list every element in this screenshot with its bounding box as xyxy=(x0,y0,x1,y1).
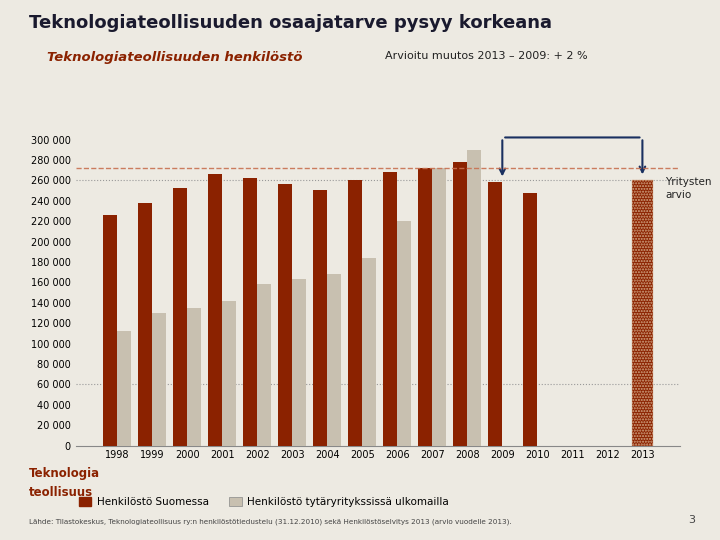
Text: Yritysten
arvio: Yritysten arvio xyxy=(665,177,711,200)
Text: Teknologiateollisuuden osaajatarve pysyy korkeana: Teknologiateollisuuden osaajatarve pysyy… xyxy=(29,14,552,31)
Bar xyxy=(383,172,397,446)
Bar xyxy=(348,180,362,446)
Bar xyxy=(327,274,341,446)
Bar xyxy=(103,215,117,446)
Bar xyxy=(632,180,653,446)
Bar xyxy=(117,331,131,445)
Bar xyxy=(292,279,306,446)
Bar xyxy=(208,174,222,446)
Bar xyxy=(432,168,446,446)
Bar xyxy=(138,202,152,446)
Bar xyxy=(257,285,271,446)
Text: Teknologiateollisuuden henkilöstö: Teknologiateollisuuden henkilöstö xyxy=(47,51,302,64)
Text: Arvioitu muutos 2013 – 2009: + 2 %: Arvioitu muutos 2013 – 2009: + 2 % xyxy=(385,51,588,62)
Bar xyxy=(313,191,327,446)
Text: teollisuus: teollisuus xyxy=(29,486,93,499)
Text: 3: 3 xyxy=(688,515,695,525)
Bar xyxy=(488,183,503,446)
Bar xyxy=(243,178,257,446)
Text: Teknologia: Teknologia xyxy=(29,467,100,480)
Bar xyxy=(278,184,292,446)
Bar xyxy=(222,301,236,446)
Bar xyxy=(418,168,432,446)
Bar xyxy=(173,188,187,445)
Text: Lähde: Tilastokeskus, Teknologiateollisuus ry:n henkilöstötiedustelu (31.12.2010: Lähde: Tilastokeskus, Teknologiateollisu… xyxy=(29,518,511,525)
Bar xyxy=(523,193,537,446)
Bar xyxy=(467,150,481,446)
Bar xyxy=(454,162,467,445)
Bar xyxy=(187,308,201,445)
Bar xyxy=(152,313,166,446)
Bar xyxy=(397,221,411,446)
Legend: Henkilöstö Suomessa, Henkilöstö tytäryritykssissä ulkomailla: Henkilöstö Suomessa, Henkilöstö tytäryri… xyxy=(75,492,453,511)
Bar xyxy=(362,258,377,446)
